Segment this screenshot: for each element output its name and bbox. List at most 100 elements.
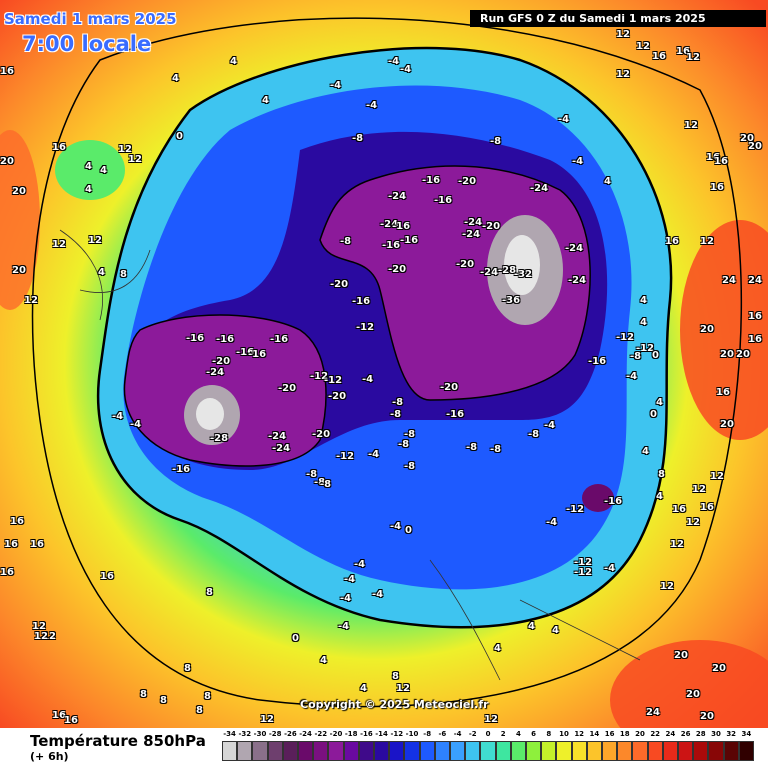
temperature-value-label: -8: [466, 442, 478, 453]
temperature-value-label: -24: [568, 275, 587, 286]
legend-swatch: [510, 741, 526, 761]
temperature-value-label: 16: [748, 334, 762, 345]
temperature-value-label: -8: [314, 477, 326, 488]
temperature-value-label: -20: [312, 429, 331, 440]
legend-tick-label: 10: [559, 730, 569, 738]
temperature-value-label: 0: [405, 525, 412, 536]
legend-swatch: [419, 741, 435, 761]
legend-tick-label: 12: [574, 730, 585, 738]
cold-pocket-south: [582, 484, 614, 512]
temperature-value-label: 12: [670, 539, 684, 550]
legend-tick-label: -22: [314, 730, 328, 738]
temperature-value-label: -16: [434, 195, 453, 206]
warm-region-southeast: [610, 640, 768, 728]
green-patch-northwest: [55, 140, 125, 200]
temperature-value-label: 4: [230, 56, 237, 67]
legend-swatch: [465, 741, 481, 761]
temperature-value-label: -12: [324, 375, 343, 386]
legend-swatch: [541, 741, 557, 761]
legend-tick-label: -24: [299, 730, 312, 738]
legend-tick-label: -34: [223, 730, 236, 738]
temperature-value-label: -4: [604, 563, 616, 574]
temperature-value-label: -24: [530, 183, 549, 194]
temperature-value-label: -16: [588, 356, 607, 367]
temperature-value-label: -4: [572, 156, 584, 167]
temperature-value-label: 20: [674, 650, 688, 661]
temperature-value-label: -16: [422, 175, 441, 186]
temperature-value-label: 20: [720, 349, 734, 360]
legend-tick-label: 34: [741, 730, 752, 738]
warm-region-east: [680, 220, 768, 440]
temperature-value-label: -4: [338, 621, 350, 632]
temperature-value-label: -20: [482, 221, 501, 232]
temperature-value-label: 16: [710, 182, 724, 193]
temperature-value-label: 16: [30, 539, 44, 550]
temperature-value-label: 20: [700, 711, 714, 722]
temperature-value-label: 8: [160, 695, 167, 706]
temperature-value-label: -4: [344, 574, 356, 585]
legend-tick-label: 18: [619, 730, 630, 738]
temperature-value-label: -4: [388, 56, 400, 67]
temperature-value-label: 20: [740, 133, 754, 144]
temperature-value-label: 24: [748, 275, 762, 286]
temperature-value-label: -8: [404, 429, 416, 440]
legend-swatch: [617, 741, 633, 761]
legend-tick-label: 6: [531, 730, 537, 738]
legend-tick-label: 22: [650, 730, 661, 738]
temperature-value-label: 12: [684, 120, 698, 131]
temperature-value-label: -4: [130, 419, 142, 430]
temperature-value-label: 24: [722, 275, 736, 286]
legend-tick-label: -20: [329, 730, 343, 738]
legend-tick-label: -18: [344, 730, 358, 738]
temperature-value-label: 0: [650, 409, 657, 420]
temperature-value-label: -16: [400, 235, 419, 246]
legend-tick-label: 2: [500, 730, 506, 738]
temperature-value-label: 20: [700, 324, 714, 335]
legend-swatch: [480, 741, 496, 761]
temperature-value-label: -16: [604, 496, 623, 507]
temperature-value-label: 4: [528, 621, 535, 632]
temperature-value-label: 20: [720, 419, 734, 430]
temperature-value-label: 16: [676, 46, 690, 57]
temperature-value-label: -24: [388, 191, 407, 202]
temperature-value-label: -24: [565, 243, 584, 254]
temperature-value-label: 12: [616, 69, 630, 80]
temperature-value-label: 4: [100, 165, 107, 176]
coastline-south: [429, 559, 641, 681]
legend-swatch: [678, 741, 694, 761]
temperature-value-label: -4: [544, 420, 556, 431]
legend-tick-label: -12: [390, 730, 404, 738]
temperature-value-label: 8: [120, 269, 127, 280]
temperature-value-label: -4: [400, 64, 412, 75]
temperature-value-label: -36: [502, 295, 521, 306]
legend-tick-label: -6: [438, 730, 447, 738]
temperature-value-label: -16: [236, 347, 255, 358]
temperature-value-label: 8: [392, 671, 399, 682]
temperature-value-label: -8: [390, 409, 402, 420]
isotherm-warm-outer: [31, 17, 743, 708]
temperature-value-label: -12: [356, 322, 375, 333]
temperature-value-label: 4: [360, 683, 367, 694]
isotherm-zero: [96, 46, 673, 629]
temperature-value-label: 12: [616, 29, 630, 40]
temperature-value-label: 8: [184, 663, 191, 674]
legend-tick-label: 8: [546, 730, 552, 738]
temperature-value-label: 16: [706, 152, 720, 163]
temperature-value-label: -20: [458, 176, 477, 187]
temperature-value-label: 20: [712, 663, 726, 674]
legend-swatch: [632, 741, 648, 761]
temperature-value-label: -20: [328, 391, 347, 402]
legend-tick-label: -28: [268, 730, 282, 738]
temperature-value-label: 24: [646, 707, 660, 718]
temperature-value-label: -12: [574, 567, 593, 578]
temperature-value-label: -16: [248, 349, 267, 360]
temperature-value-label: 4: [85, 161, 92, 172]
temperature-value-label: -20: [440, 382, 459, 393]
temperature-value-label: 12: [34, 631, 48, 642]
temperature-value-label: -4: [626, 371, 638, 382]
legend-tick-label: -30: [253, 730, 267, 738]
temperature-value-label: 4: [642, 446, 649, 457]
temperature-value-label: 20: [0, 156, 14, 167]
temperature-value-label: 20: [12, 186, 26, 197]
legend-swatch: [343, 741, 359, 761]
